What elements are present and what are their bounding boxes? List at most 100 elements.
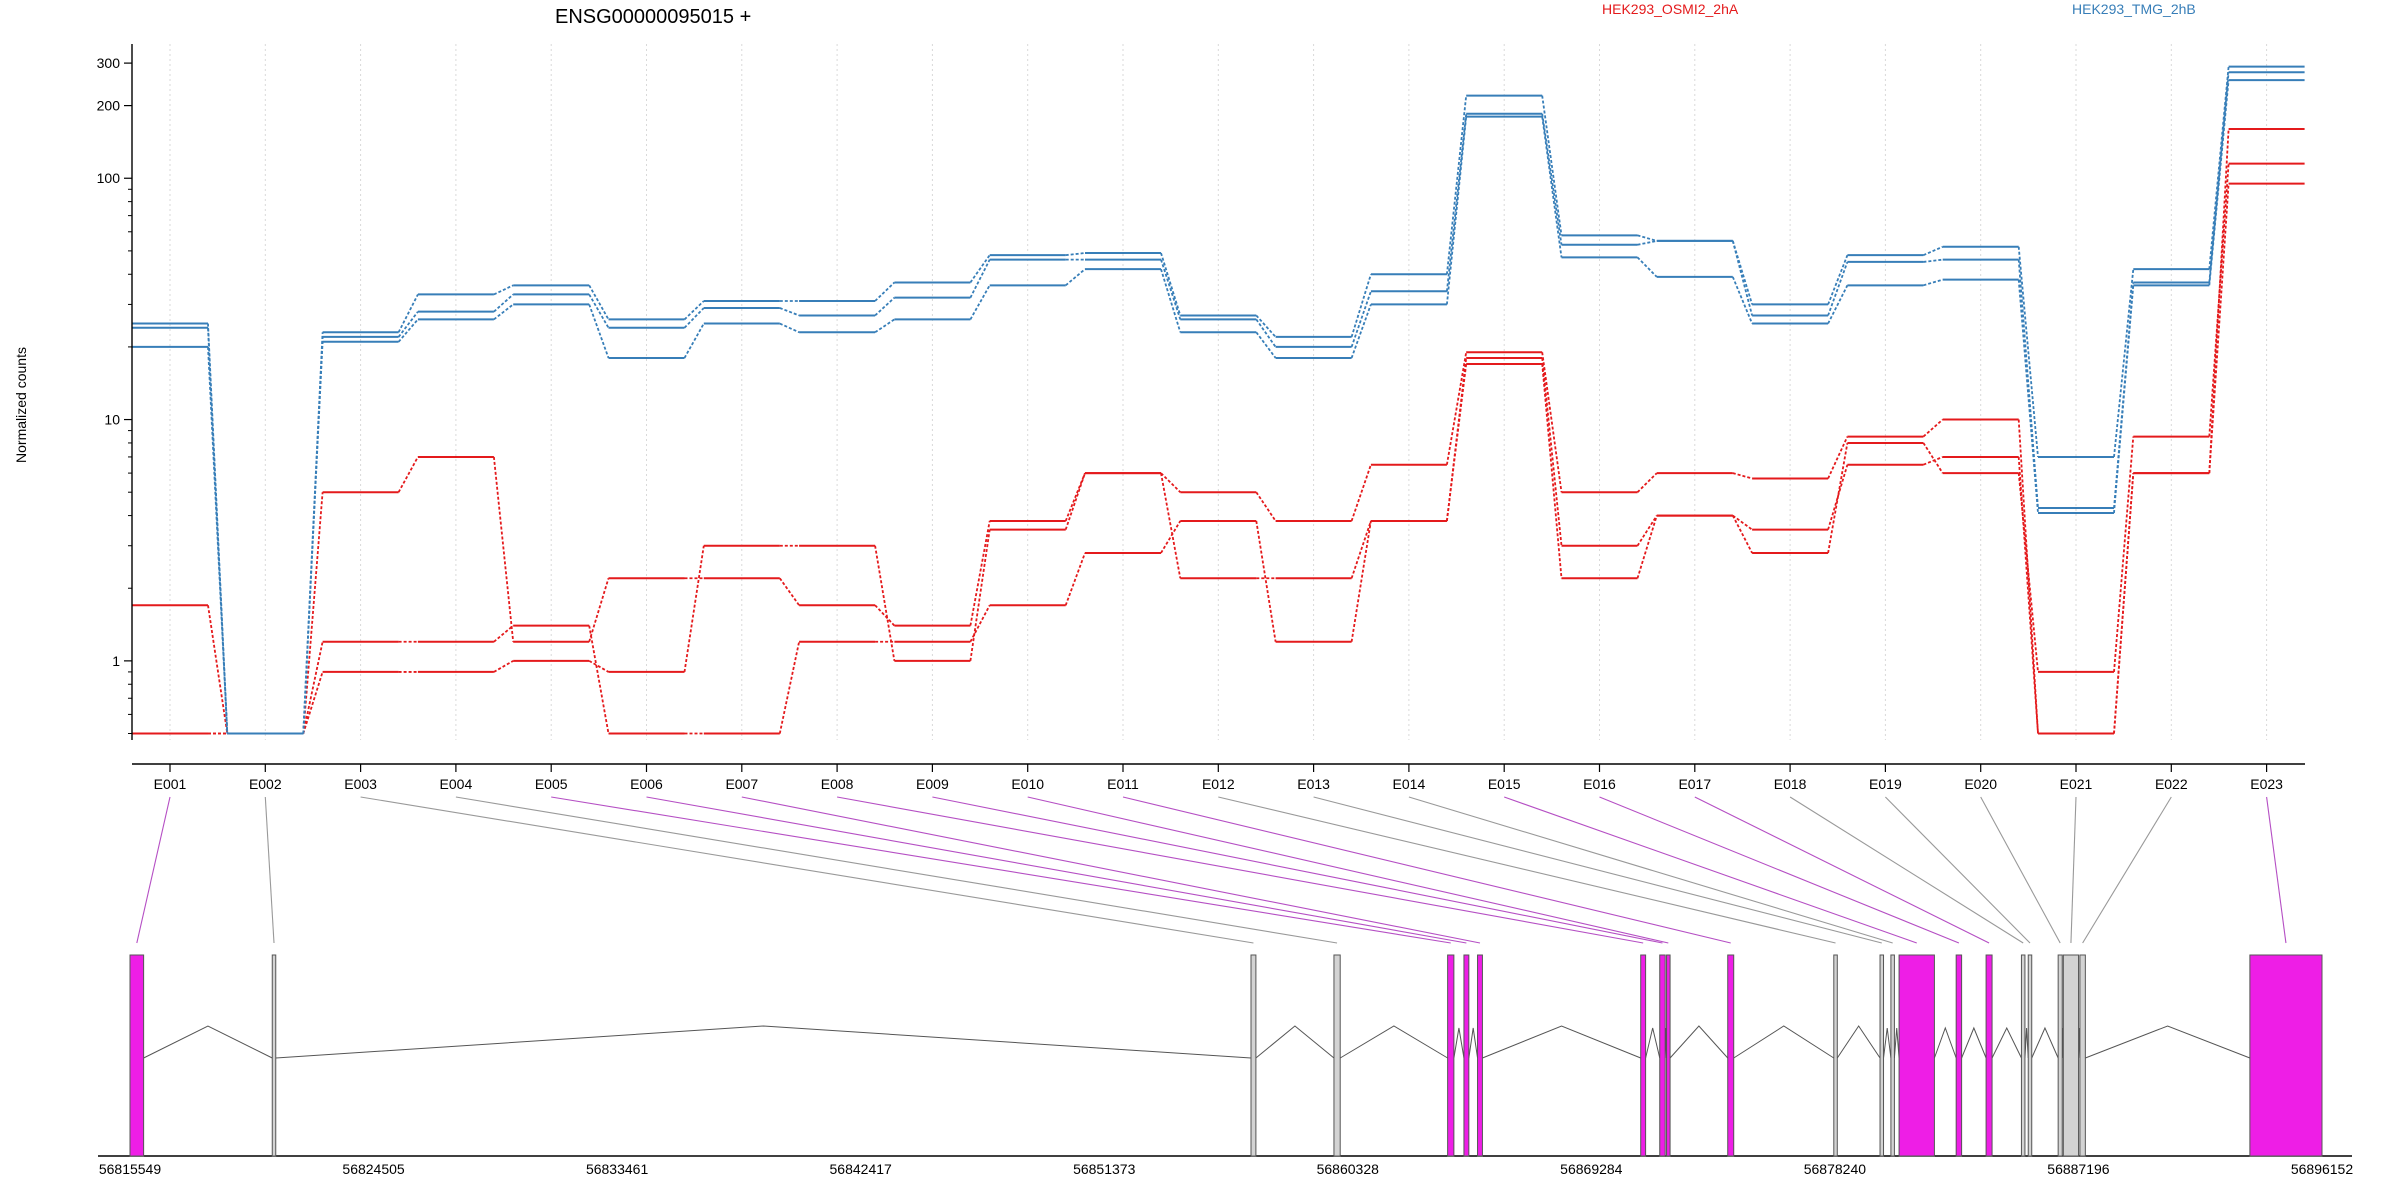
- series-connector: [1732, 514, 1753, 531]
- series-connector: [1064, 472, 1086, 530]
- series-connector: [397, 294, 419, 333]
- series-connector: [1160, 520, 1182, 554]
- series-connector: [1731, 276, 1753, 324]
- exon-tick-label: E021: [2060, 776, 2093, 792]
- series-connector: [969, 529, 991, 662]
- series-connector: [1923, 278, 1943, 287]
- series-connector: [1255, 491, 1277, 522]
- intron-line: [1339, 1025, 1448, 1059]
- exon-tick-label: E014: [1393, 776, 1426, 792]
- series-connector: [1732, 472, 1753, 480]
- series-connector: [2017, 246, 2039, 458]
- series-connector: [2017, 473, 2039, 673]
- series-connector: [683, 300, 705, 321]
- coordinate-label: 56860328: [1317, 1161, 1380, 1177]
- exon-tick-label: E008: [821, 776, 854, 792]
- exon-box-e014: [1890, 954, 1895, 1157]
- series-connector: [1446, 352, 1468, 465]
- exon-box-e009: [1659, 954, 1666, 1157]
- series-connector: [302, 641, 324, 734]
- series-connector: [397, 318, 419, 343]
- series-connector: [1637, 234, 1658, 242]
- series-connector: [969, 259, 991, 299]
- series-connector: [302, 341, 324, 734]
- coordinate-label: 56851373: [1073, 1161, 1136, 1177]
- exon-box-e002: [271, 954, 277, 1157]
- series-connector: [2208, 80, 2230, 286]
- series-connector: [1255, 318, 1277, 348]
- series-connector: [588, 660, 609, 673]
- series-connector: [588, 577, 610, 643]
- series-connector: [1541, 363, 1563, 579]
- series-connector: [874, 318, 895, 334]
- series-connector: [2113, 436, 2135, 672]
- intron-line: [1836, 1025, 1881, 1059]
- exon-tick-label: E010: [1011, 776, 1044, 792]
- exon-connector: [2070, 796, 2077, 944]
- intron-line: [1468, 1027, 1479, 1059]
- series-connector: [302, 671, 324, 734]
- exon-connector: [1218, 796, 1836, 944]
- intron-line: [275, 1025, 1252, 1059]
- exon-box-e001: [129, 954, 145, 1157]
- series-connector: [1350, 274, 1372, 338]
- y-tick-label: 1: [112, 653, 120, 669]
- intron-line: [1961, 1026, 1987, 1059]
- series-connector: [1922, 442, 1944, 474]
- coordinate-label: 56824505: [342, 1161, 405, 1177]
- exon-box-e013: [1879, 954, 1885, 1157]
- series-connector: [1541, 113, 1563, 245]
- y-axis-label: Normalized counts: [13, 347, 29, 463]
- series-connector: [969, 520, 991, 626]
- series-connector: [779, 307, 800, 317]
- series-connector: [1636, 515, 1658, 579]
- exon-tick-label: E009: [916, 776, 949, 792]
- exon-connector: [1599, 796, 1960, 944]
- series-connector: [1923, 456, 1944, 466]
- series-connector: [2113, 473, 2135, 734]
- series-connector: [493, 284, 514, 296]
- exon-tick-label: E011: [1107, 776, 1139, 792]
- exon-box-e003: [1250, 954, 1257, 1157]
- series-connector: [493, 624, 514, 643]
- series-connector: [493, 303, 514, 321]
- x-axis: E001 E002 E003 E004 E005 E006 E007 E008 E009 E010…: [132, 763, 2305, 792]
- series-connector: [874, 604, 896, 627]
- series-connector: [1636, 515, 1658, 547]
- exon-box-e006: [1463, 954, 1470, 1157]
- series-connector: [1541, 95, 1563, 236]
- series-connector: [683, 545, 705, 673]
- exon-tick-label: E018: [1774, 776, 1807, 792]
- y-tick-label: 100: [97, 170, 121, 186]
- series-connector: [1541, 357, 1563, 546]
- legend-label-osmi2: HEK293_OSMI2_2hA: [1602, 1, 1739, 17]
- series-connector: [1923, 245, 1944, 256]
- series-connector: [1065, 268, 1086, 287]
- intron-line: [1733, 1025, 1835, 1059]
- exon-box-e004: [1333, 954, 1341, 1157]
- series-connector: [1350, 291, 1372, 348]
- exon-tick-label: E003: [344, 776, 377, 792]
- series-connector: [1064, 472, 1086, 522]
- exon-connector: [2082, 796, 2172, 944]
- exon-connector: [1408, 796, 1893, 944]
- series-connector: [493, 293, 514, 313]
- series-connector: [874, 281, 896, 302]
- series-connector: [2208, 183, 2230, 474]
- exon-connector: [1694, 796, 1990, 944]
- series-connector: [779, 322, 800, 334]
- exon-connector: [932, 796, 1663, 944]
- series-connector: [1255, 331, 1277, 359]
- series-connector: [1446, 116, 1468, 305]
- intron-line: [1991, 1026, 2022, 1059]
- genomic-coordinates: 56815549 56824505 56833461 56842417 56851373…: [99, 1161, 2354, 1177]
- series-connector: [1732, 515, 1753, 554]
- exon-connector: [837, 796, 1644, 944]
- series-connector: [969, 254, 991, 283]
- y-axis: 1 10 100 200 300: [97, 44, 133, 740]
- exon-box-e015: [1898, 954, 1935, 1157]
- series-connector: [493, 660, 514, 673]
- exon-box-e020: [2057, 954, 2063, 1157]
- exon-tick-label: E005: [535, 776, 568, 792]
